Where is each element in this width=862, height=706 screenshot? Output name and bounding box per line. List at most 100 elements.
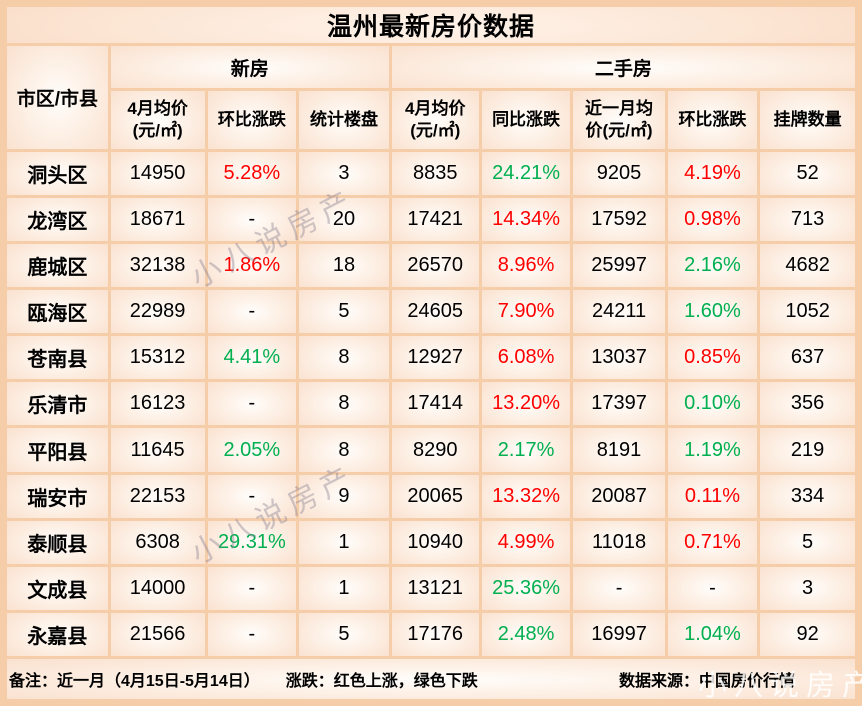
district-cell: 文成县 (4, 563, 111, 613)
used-yoy-cell: 7.90% (478, 287, 574, 337)
used-month-price-cell: 8191 (570, 425, 668, 475)
used-price-cell: 17414 (388, 379, 482, 429)
used-mom-cell: - (664, 563, 761, 613)
table-row: 苍南县 15312 4.41% 8 12927 6.08% 13037 0.85% 637 (4, 333, 858, 383)
new-price-cell: 21566 (107, 609, 208, 660)
new-mom-cell: - (204, 379, 300, 429)
new-price-cell: 22989 (107, 287, 208, 337)
table-row: 泰顺县 6308 29.31% 1 10940 4.99% 11018 0.71% 5 (4, 517, 858, 567)
column-header-new-mom-change: 环比涨跌 (204, 88, 300, 152)
listings-cell: 5 (757, 517, 858, 567)
used-mom-cell: 4.19% (664, 148, 761, 199)
used-price-cell: 17421 (388, 195, 482, 245)
column-header-new-april-price: 4月均价(元/㎡) (107, 88, 208, 152)
table-row: 文成县 14000-1 13121 25.36% - -3 (4, 563, 858, 613)
used-month-price-cell: 17397 (570, 379, 668, 429)
used-month-price-cell: - (570, 563, 668, 613)
column-header-district: 市区/市县 (4, 43, 111, 152)
used-price-cell: 8835 (388, 148, 482, 199)
group-header-row: 市区/市县 新房 二手房 (4, 43, 859, 152)
table-row: 平阳县 11645 2.05% 8 8290 2.17% 8191 1.19% 219 (4, 425, 858, 475)
group-header-second-hand: 二手房 (388, 43, 859, 91)
table-row: 瑞安市 22153-9 20065 13.32% 20087 0.11% 334 (4, 471, 858, 521)
used-month-price-cell: 13037 (570, 333, 668, 383)
used-month-price-cell: 25997 (570, 241, 668, 291)
used-price-cell: 13121 (388, 563, 482, 613)
new-mom-cell: - (204, 471, 300, 521)
district-cell: 瓯海区 (4, 287, 111, 337)
group-header-new-homes: 新房 (107, 43, 392, 91)
used-yoy-cell: 24.21% (478, 148, 574, 199)
used-price-cell: 10940 (388, 517, 482, 567)
column-header-used-yoy-change: 同比涨跌 (478, 88, 574, 152)
new-price-cell: 22153 (107, 471, 208, 521)
used-yoy-cell: 4.99% (478, 517, 574, 567)
column-header-new-project-count: 统计楼盘 (296, 88, 392, 152)
used-price-cell: 20065 (388, 471, 482, 521)
used-yoy-cell: 6.08% (478, 333, 574, 383)
new-mom-cell: 1.86% (204, 241, 300, 291)
listings-cell: 356 (757, 379, 858, 429)
new-price-cell: 15312 (107, 333, 208, 383)
used-price-cell: 24605 (388, 287, 482, 337)
used-yoy-cell: 14.34% (478, 195, 574, 245)
used-mom-cell: 0.98% (664, 195, 761, 245)
price-table: 温州最新房价数据 市区/市县 新房 二手房 4月均价(元/㎡) 环比涨跌 统计楼… (4, 4, 859, 702)
used-price-cell: 26570 (388, 241, 482, 291)
new-count-cell: 9 (296, 471, 392, 521)
listings-cell: 1052 (757, 287, 858, 337)
new-count-cell: 1 (296, 517, 392, 567)
new-mom-cell: - (204, 195, 300, 245)
column-header-used-month-price: 近一月均价(元/㎡) (570, 88, 668, 152)
listings-cell: 334 (757, 471, 858, 521)
used-month-price-cell: 17592 (570, 195, 668, 245)
new-price-cell: 6308 (107, 517, 208, 567)
footer-row: 备注：近一月（4月15日-5月14日） 涨跌：红色上涨，绿色下跌 数据来源：中国… (4, 656, 858, 702)
new-count-cell: 1 (296, 563, 392, 613)
listings-cell: 52 (757, 148, 858, 199)
title-row: 温州最新房价数据 (4, 4, 858, 46)
new-mom-cell: 2.05% (204, 425, 300, 475)
column-header-row: 4月均价(元/㎡) 环比涨跌 统计楼盘 4月均价(元/㎡) 同比涨跌 近一月均价… (6, 88, 858, 152)
new-count-cell: 5 (296, 609, 392, 660)
used-yoy-cell: 25.36% (478, 563, 574, 613)
used-yoy-cell: 2.17% (478, 425, 574, 475)
new-count-cell: 20 (296, 195, 392, 245)
new-count-cell: 18 (296, 241, 392, 291)
table-row: 洞头区 14950 5.28% 3 8835 24.21% 9205 4.19% 52 (4, 148, 858, 199)
footer-legend: 涨跌：红色上涨，绿色下跌 (285, 673, 478, 690)
used-mom-cell: 1.19% (664, 425, 761, 475)
used-yoy-cell: 2.48% (478, 609, 574, 660)
table-row: 永嘉县 21566-5 17176 2.48% 16997 1.04% 92 (4, 609, 858, 660)
listings-cell: 713 (757, 195, 858, 245)
new-mom-cell: 29.31% (204, 517, 300, 567)
district-cell: 泰顺县 (4, 517, 111, 567)
used-yoy-cell: 13.32% (478, 471, 574, 521)
new-price-cell: 32138 (107, 241, 208, 291)
used-mom-cell: 0.85% (664, 333, 761, 383)
district-cell: 乐清市 (4, 379, 111, 429)
new-mom-cell: - (204, 609, 300, 660)
footer-source: 数据来源：中国房价行情 (618, 673, 795, 690)
new-price-cell: 11645 (107, 425, 208, 475)
used-mom-cell: 1.60% (664, 287, 761, 337)
listings-cell: 92 (757, 609, 858, 660)
footer-note: 备注：近一月（4月15日-5月14日） (9, 673, 260, 690)
used-price-cell: 8290 (388, 425, 482, 475)
used-month-price-cell: 24211 (570, 287, 668, 337)
used-yoy-cell: 8.96% (478, 241, 574, 291)
new-count-cell: 8 (296, 379, 392, 429)
page-title: 温州最新房价数据 (4, 4, 858, 46)
used-mom-cell: 0.11% (664, 471, 761, 521)
column-header-used-april-price: 4月均价(元/㎡) (388, 88, 482, 152)
used-yoy-cell: 13.20% (478, 379, 574, 429)
new-count-cell: 5 (296, 287, 392, 337)
new-price-cell: 14950 (107, 148, 208, 199)
used-month-price-cell: 16997 (570, 609, 668, 660)
district-cell: 鹿城区 (4, 241, 111, 291)
footer-cell: 备注：近一月（4月15日-5月14日） 涨跌：红色上涨，绿色下跌 数据来源：中国… (4, 656, 858, 702)
used-mom-cell: 0.71% (664, 517, 761, 567)
table-row: 乐清市 16123-8 17414 13.20% 17397 0.10% 356 (4, 379, 858, 429)
used-mom-cell: 0.10% (664, 379, 761, 429)
used-price-cell: 12927 (388, 333, 482, 383)
